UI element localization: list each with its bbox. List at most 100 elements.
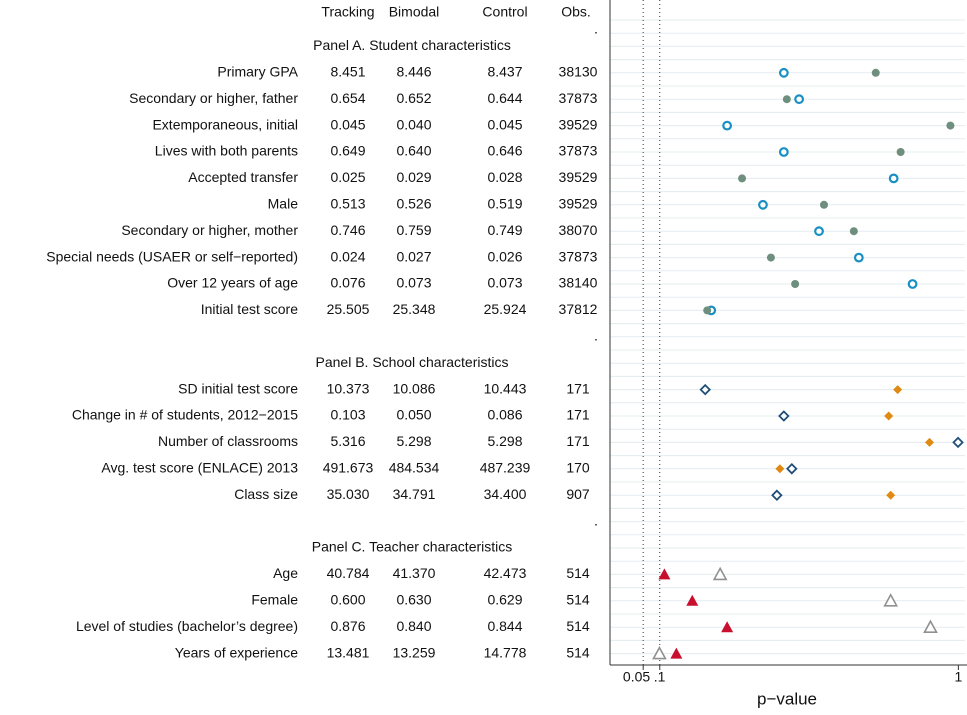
row-label: Avg. test score (ENLACE) 2013 — [101, 460, 298, 476]
p-value-marker — [886, 490, 896, 500]
table-cell: 0.844 — [487, 618, 522, 634]
table-cell: 171 — [566, 433, 590, 449]
table-cell: 514 — [566, 592, 590, 608]
table-cell: 0.026 — [487, 248, 522, 264]
table-cell: 0.027 — [396, 248, 431, 264]
table-cell: 0.840 — [396, 618, 431, 634]
p-value-marker — [884, 411, 894, 421]
x-tick-label: 0.05 — [623, 669, 650, 685]
table-cell: 0.629 — [487, 592, 522, 608]
p-value-marker — [722, 120, 733, 131]
column-header: Control — [482, 4, 527, 20]
table-cell: 0.103 — [330, 407, 365, 423]
p-value-marker — [771, 489, 783, 501]
panel-title: Panel A. Student characteristics — [313, 37, 511, 53]
table-cell: 0.073 — [396, 275, 431, 291]
row-label: SD initial test score — [178, 380, 298, 396]
table-cell: 0.513 — [330, 196, 365, 212]
p-value-marker — [775, 464, 785, 474]
p-value-marker — [952, 436, 964, 449]
table-cell: 514 — [566, 565, 590, 581]
table-cell: 5.316 — [330, 433, 365, 449]
p-value-marker — [721, 621, 734, 633]
table-cell: 42.473 — [484, 565, 527, 581]
panel-title: Panel B. School characteristics — [316, 354, 509, 370]
row-label: Female — [251, 592, 298, 608]
p-value-marker — [946, 121, 955, 130]
table-cell: 8.446 — [396, 64, 431, 80]
table-cell: 0.600 — [330, 592, 365, 608]
table-cell: 0.654 — [330, 90, 365, 106]
p-value-marker — [786, 463, 798, 475]
p-value-marker — [888, 173, 899, 184]
table-cell: 34.400 — [484, 486, 527, 502]
row-label: Male — [268, 196, 299, 212]
row-label: Extemporaneous, initial — [152, 116, 298, 132]
p-value-marker — [923, 619, 938, 633]
table-cell: 0.630 — [396, 592, 431, 608]
p-value-marker — [896, 148, 905, 156]
table-cell: 8.451 — [330, 64, 365, 80]
table-cell: 514 — [566, 618, 590, 634]
row-label: Primary GPA — [217, 64, 298, 80]
row-label: Class size — [234, 486, 298, 502]
table-cell: 0.025 — [330, 169, 365, 185]
table-cell: 40.784 — [327, 565, 370, 581]
table-cell: 13.481 — [327, 644, 370, 660]
table-cell: 0.076 — [330, 275, 365, 291]
table-cell: 0.086 — [487, 407, 522, 423]
p-value-marker — [794, 94, 805, 105]
table-cell: 13.259 — [393, 644, 436, 660]
table-cell: 8.437 — [487, 64, 522, 80]
row-label: Secondary or higher, mother — [121, 222, 298, 238]
table-cell: 25.924 — [484, 301, 527, 317]
separator: . — [594, 512, 598, 528]
p-value-marker — [814, 226, 824, 237]
table-cell: 38070 — [559, 222, 598, 238]
separator: . — [594, 21, 598, 37]
table-cell: 14.778 — [484, 644, 527, 660]
x-tick-label: .1 — [654, 669, 666, 685]
table-cell: 0.024 — [330, 248, 365, 264]
column-header: Bimodal — [389, 4, 440, 20]
table-cell: 171 — [566, 380, 590, 396]
table-cell: 39529 — [559, 196, 598, 212]
table-cell: 5.298 — [487, 433, 522, 449]
table-cell: 0.644 — [487, 90, 522, 106]
p-value-marker — [853, 252, 864, 263]
p-value-marker — [738, 174, 747, 183]
p-value-marker — [699, 383, 711, 396]
column-header: Obs. — [561, 4, 591, 20]
table-cell: 0.652 — [396, 90, 431, 106]
table-cell: 170 — [566, 460, 590, 476]
row-label: Lives with both parents — [155, 143, 298, 159]
row-label: Change in # of students, 2012−2015 — [72, 407, 298, 423]
p-value-marker — [778, 410, 790, 422]
p-value-marker — [907, 279, 918, 289]
table-cell: 0.029 — [396, 169, 431, 185]
separator: . — [594, 328, 598, 344]
table-cell: 41.370 — [393, 565, 436, 581]
table-cell: 0.646 — [487, 143, 522, 159]
row-label: Initial test score — [201, 301, 298, 317]
p-value-marker — [686, 594, 699, 606]
table-cell: 25.505 — [327, 301, 370, 317]
row-label: Number of classrooms — [158, 433, 298, 449]
row-label: Age — [273, 565, 298, 581]
p-value-marker — [849, 227, 858, 236]
table-cell: 491.673 — [323, 460, 374, 476]
table-cell: 487.239 — [480, 460, 531, 476]
table-cell: 0.040 — [396, 116, 431, 132]
table-cell: 0.045 — [487, 116, 522, 132]
p-value-marker — [925, 437, 934, 447]
table-cell: 10.373 — [327, 380, 370, 396]
table-cell: 0.640 — [396, 143, 431, 159]
p-value-marker — [883, 593, 899, 607]
p-value-marker — [712, 566, 728, 581]
p-value-marker — [766, 253, 775, 262]
table-cell: 34.791 — [393, 486, 436, 502]
table-cell: 0.746 — [330, 222, 365, 238]
p-value-marker — [670, 647, 683, 659]
table-cell: 37873 — [559, 248, 598, 264]
